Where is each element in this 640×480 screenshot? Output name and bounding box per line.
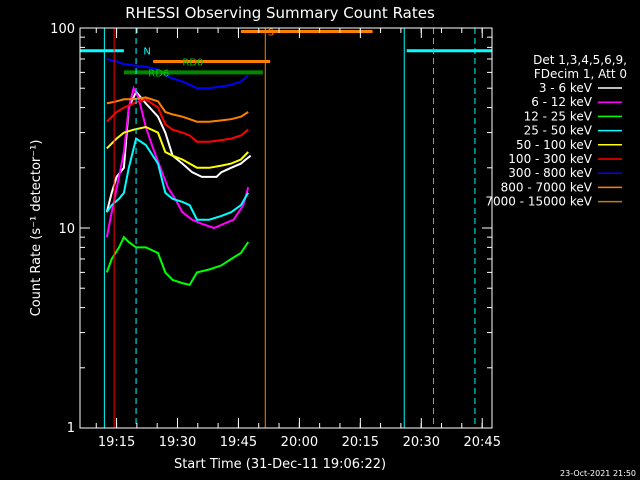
x-tick-label: 20:30 [403,435,440,450]
legend-label: 12 - 25 keV [524,109,593,123]
legend-label: 800 - 7000 keV [501,180,593,194]
data-layer: RD0 RD6 N S [80,28,492,428]
series-line [106,96,249,123]
legend-label: 25 - 50 keV [524,124,593,138]
legend-label: 7000 - 15000 keV [485,195,592,209]
annotation-label: S [268,28,274,39]
legend-header-line: Det 1,3,4,5,6,9, [533,53,627,67]
legend-label: 300 - 800 keV [508,166,592,180]
annotation-label: N [143,47,150,58]
x-tick-label: 19:15 [98,435,135,450]
chart-title: RHESSI Observing Summary Count Rates [125,4,435,22]
y-tick-label: 10 [58,222,75,237]
y-tick-labels: 1 10 100 [50,22,75,436]
legend-label: 100 - 300 keV [508,152,592,166]
y-axis-label: Count Rate (s⁻¹ detector⁻¹) [29,140,44,317]
footer-date: 23-Oct-2021 21:50 [560,469,636,478]
x-tick-label: 20:00 [281,435,318,450]
x-tick-label: 19:45 [220,435,257,450]
legend-label: 3 - 6 keV [539,81,593,95]
legend-header-line: FDecim 1, Att 0 [534,67,627,81]
series-line [105,85,250,238]
y-tick-label: 1 [67,421,75,436]
annotation-label: RD6 [148,68,169,79]
legend-label: 50 - 100 keV [516,138,593,152]
series-line [105,136,250,221]
y-tick-label: 100 [50,22,75,37]
axes-layer: 19:15 19:30 19:45 20:00 20:15 20:30 20:45 [79,27,501,450]
series-line [106,98,249,143]
series-line [106,125,249,169]
series-line [105,235,250,286]
x-tick-label: 19:30 [159,435,196,450]
series-line [106,58,249,90]
legend-label: 6 - 12 keV [531,95,593,109]
series-line [105,89,252,213]
legend: Det 1,3,4,5,6,9, FDecim 1, Att 0 3 - 6 k… [485,53,627,209]
annotation-label: RD0 [182,57,203,68]
x-tick-label: 20:15 [342,435,379,450]
x-axis-label: Start Time (31-Dec-11 19:06:22) [174,457,386,472]
x-tick-label: 20:45 [464,435,501,450]
